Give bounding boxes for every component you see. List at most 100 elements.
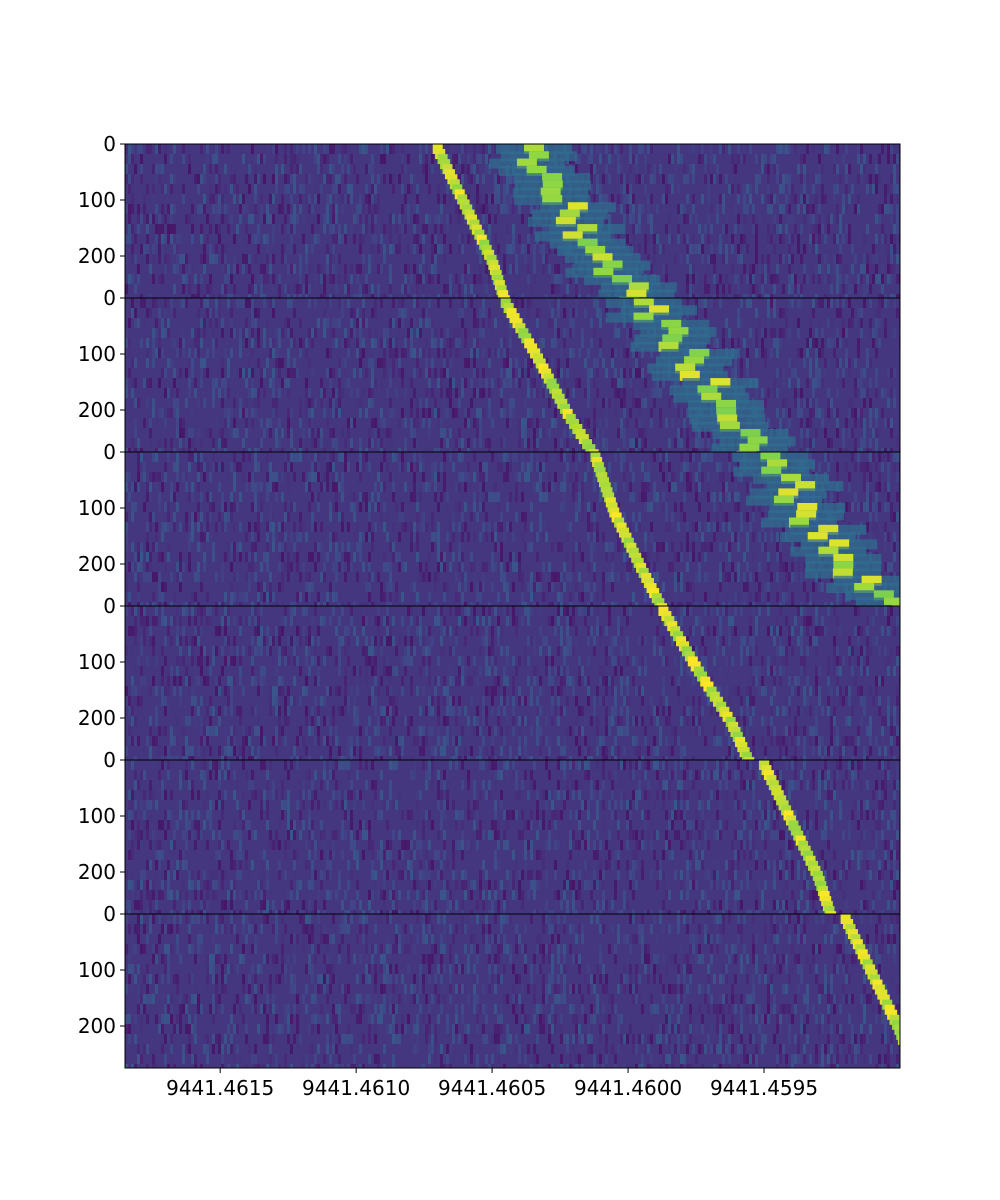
noise-cell bbox=[863, 294, 866, 298]
noise-cell bbox=[290, 428, 293, 438]
noise-cell bbox=[542, 264, 545, 274]
noise-cell bbox=[692, 542, 695, 552]
noise-cell bbox=[137, 452, 140, 462]
noise-cell bbox=[554, 368, 557, 378]
noise-cell bbox=[350, 224, 353, 234]
noise-cell bbox=[554, 448, 557, 452]
noise-cell bbox=[488, 274, 491, 284]
noise-cell bbox=[827, 338, 830, 348]
noise-cell bbox=[575, 298, 578, 308]
noise-cell bbox=[176, 492, 179, 502]
secondary-track-cell bbox=[633, 312, 654, 323]
noise-cell bbox=[869, 274, 872, 284]
noise-cell bbox=[707, 264, 710, 274]
noise-cell bbox=[464, 338, 467, 348]
noise-cell bbox=[278, 542, 281, 552]
noise-cell bbox=[512, 234, 515, 244]
noise-cell bbox=[134, 284, 137, 294]
noise-cell bbox=[326, 298, 329, 308]
noise-cell bbox=[416, 398, 419, 408]
noise-cell bbox=[431, 154, 434, 164]
secondary-track-cell bbox=[542, 173, 563, 184]
noise-cell bbox=[164, 448, 167, 452]
noise-cell bbox=[308, 472, 311, 482]
noise-cell bbox=[857, 452, 860, 462]
noise-cell bbox=[416, 194, 419, 204]
noise-cell bbox=[221, 318, 224, 328]
noise-cell bbox=[269, 482, 272, 492]
noise-cell bbox=[896, 438, 899, 448]
noise-cell bbox=[299, 522, 302, 532]
noise-cell bbox=[860, 174, 863, 184]
noise-cell bbox=[254, 522, 257, 532]
noise-cell bbox=[317, 482, 320, 492]
noise-cell bbox=[230, 408, 233, 418]
noise-cell bbox=[779, 174, 782, 184]
noise-cell bbox=[389, 318, 392, 328]
noise-cell bbox=[254, 154, 257, 164]
noise-cell bbox=[767, 244, 770, 254]
noise-cell bbox=[647, 164, 650, 174]
noise-cell bbox=[539, 264, 542, 274]
noise-cell bbox=[404, 522, 407, 532]
noise-cell bbox=[224, 274, 227, 284]
noise-cell bbox=[608, 408, 611, 418]
noise-cell bbox=[401, 512, 404, 522]
noise-cell bbox=[743, 234, 746, 244]
noise-cell bbox=[524, 512, 527, 522]
noise-cell bbox=[464, 408, 467, 418]
noise-cell bbox=[566, 388, 569, 398]
noise-cell bbox=[500, 204, 503, 214]
noise-cell bbox=[779, 224, 782, 234]
noise-cell bbox=[668, 224, 671, 234]
noise-cell bbox=[752, 264, 755, 274]
secondary-track-cell bbox=[577, 224, 598, 235]
noise-cell bbox=[848, 284, 851, 294]
noise-cell bbox=[617, 144, 620, 154]
noise-cell bbox=[425, 338, 428, 348]
noise-cell bbox=[803, 174, 806, 184]
noise-cell bbox=[272, 482, 275, 492]
noise-cell bbox=[614, 482, 617, 492]
noise-cell bbox=[725, 224, 728, 234]
noise-cell bbox=[155, 452, 158, 462]
noise-cell bbox=[218, 428, 221, 438]
noise-cell bbox=[194, 388, 197, 398]
noise-cell bbox=[149, 418, 152, 428]
noise-cell bbox=[329, 368, 332, 378]
noise-cell bbox=[458, 328, 461, 338]
noise-cell bbox=[716, 472, 719, 482]
noise-cell bbox=[218, 298, 221, 308]
noise-cell bbox=[548, 244, 551, 254]
noise-cell bbox=[704, 154, 707, 164]
noise-cell bbox=[848, 274, 851, 284]
noise-cell bbox=[287, 274, 290, 284]
noise-cell bbox=[341, 388, 344, 398]
noise-cell bbox=[839, 338, 842, 348]
noise-cell bbox=[305, 472, 308, 482]
noise-cell bbox=[533, 264, 536, 274]
noise-cell bbox=[404, 274, 407, 284]
noise-cell bbox=[491, 348, 494, 358]
noise-cell bbox=[410, 532, 413, 542]
noise-cell bbox=[161, 328, 164, 338]
noise-cell bbox=[665, 194, 668, 204]
noise-cell bbox=[428, 378, 431, 388]
primary-track-cell bbox=[559, 403, 570, 414]
noise-cell bbox=[722, 284, 725, 294]
noise-cell bbox=[497, 348, 500, 358]
noise-cell bbox=[155, 482, 158, 492]
noise-cell bbox=[362, 234, 365, 244]
noise-cell bbox=[269, 254, 272, 264]
noise-cell bbox=[371, 154, 374, 164]
noise-cell bbox=[839, 298, 842, 308]
noise-cell bbox=[509, 358, 512, 368]
noise-cell bbox=[389, 428, 392, 438]
noise-cell bbox=[464, 298, 467, 308]
noise-cell bbox=[461, 378, 464, 388]
noise-cell bbox=[146, 254, 149, 264]
noise-cell bbox=[167, 234, 170, 244]
noise-cell bbox=[482, 214, 485, 224]
noise-cell bbox=[182, 284, 185, 294]
noise-cell bbox=[335, 338, 338, 348]
